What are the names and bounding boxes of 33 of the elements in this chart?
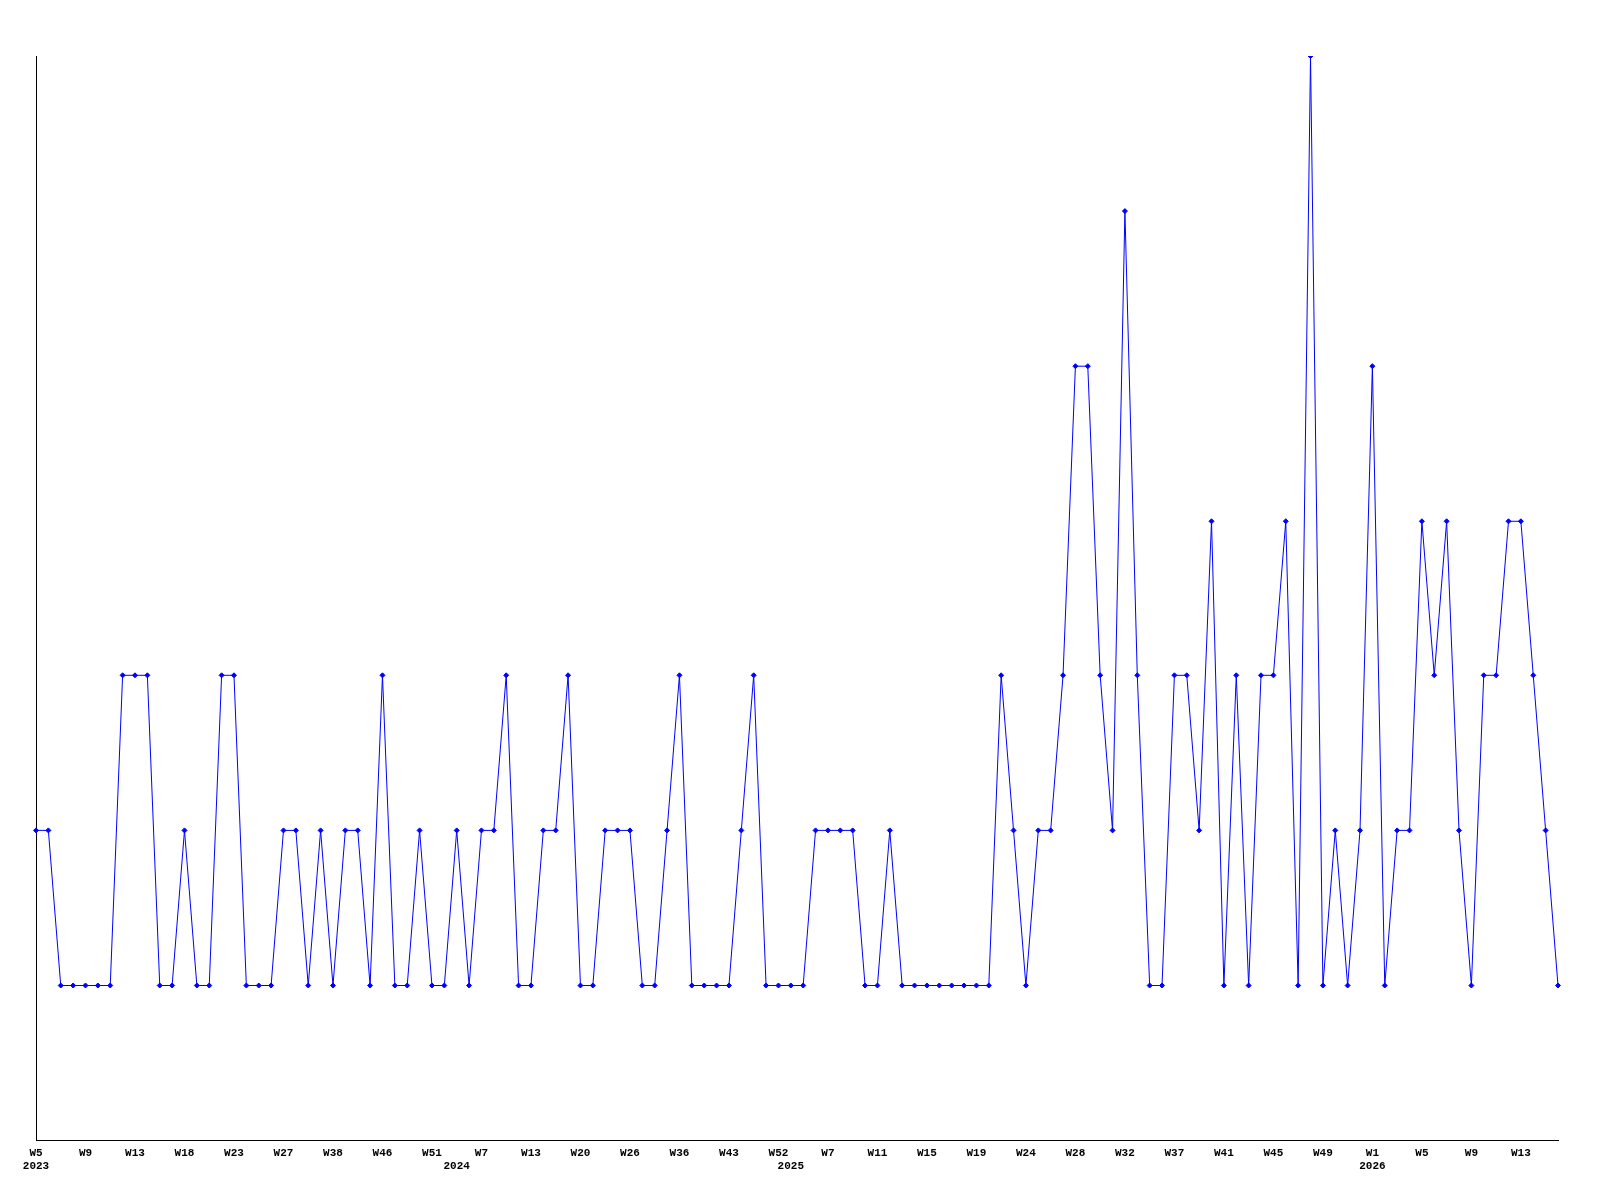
x-tick-label: 2024: [443, 1160, 471, 1173]
x-tick-label: W32: [1115, 1146, 1135, 1159]
x-tick-label: W9: [78, 1146, 93, 1159]
x-tick-label: 2025: [777, 1160, 805, 1173]
x-tick-label: W15: [917, 1146, 938, 1159]
x-tick-label: W51: [422, 1146, 443, 1159]
x-tick-label: W11: [867, 1146, 888, 1159]
x-tick-label: W13: [125, 1146, 146, 1159]
x-tick-label: W13: [1510, 1146, 1532, 1159]
x-tick-label: W1 2026: [1359, 1146, 1386, 1173]
x-tick-label: W46: [372, 1146, 393, 1159]
x-tick-label: W41: [1214, 1146, 1235, 1159]
x-tick-label: W23: [224, 1146, 245, 1159]
x-tick-label: W5: [1415, 1146, 1429, 1159]
x-tick-label: W18: [174, 1146, 195, 1159]
x-tick-label: W26: [620, 1146, 640, 1159]
x-tick-label: W24: [1016, 1146, 1037, 1159]
x-tick-label: W9: [1464, 1146, 1478, 1159]
x-tick-label: W36: [669, 1146, 690, 1159]
x-tick-label: W43: [719, 1146, 740, 1159]
x-tick-label: W45: [1263, 1146, 1284, 1159]
x-tick-label: W13: [521, 1146, 542, 1159]
x-tick-label: W7: [474, 1146, 489, 1159]
x-tick-label: W27: [273, 1146, 294, 1159]
x-tick-label: W52: [768, 1146, 789, 1159]
x-tick-label: W19: [966, 1146, 987, 1159]
x-tick-label: W7: [821, 1146, 835, 1159]
x-tick-label: W28: [1065, 1146, 1086, 1159]
x-tick-label: W38: [323, 1146, 344, 1159]
x-tick-label: W49: [1312, 1146, 1333, 1159]
x-tick-label: W37: [1164, 1146, 1185, 1159]
x-tick-label: W5 2023: [22, 1146, 50, 1173]
x-tick-label: W20: [570, 1146, 591, 1159]
